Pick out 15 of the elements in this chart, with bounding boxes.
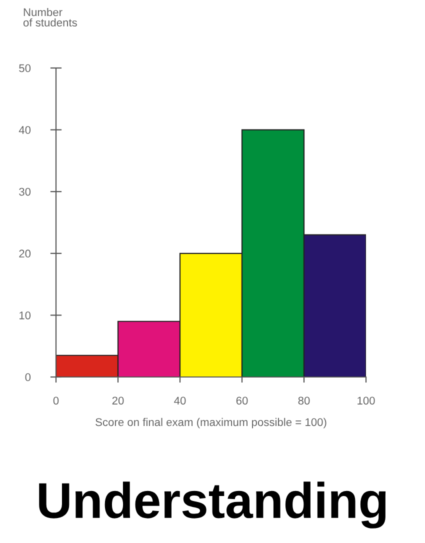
x-tick-label: 100: [358, 396, 375, 405]
x-axis-title: Score on final exam (maximum possible = 100): [96, 418, 326, 428]
y-tick-label: 0: [25, 373, 31, 382]
y-tick-label: 40: [18, 126, 31, 134]
y-tick-label: 30: [19, 188, 31, 196]
y-tick-label: 10: [19, 311, 31, 320]
x-tick-label: 0: [53, 396, 59, 405]
x-tick-label: 80: [298, 396, 310, 405]
y-axis-title: Number of students: [23, 8, 77, 27]
x-tick-label: 20: [112, 396, 124, 405]
y-tick-label: 50: [19, 64, 31, 72]
x-tick-label: 60: [236, 396, 248, 405]
x-tick-label: 40: [174, 396, 186, 405]
text: Understanding: [39, 482, 386, 528]
y-tick-label: 20: [19, 250, 31, 258]
